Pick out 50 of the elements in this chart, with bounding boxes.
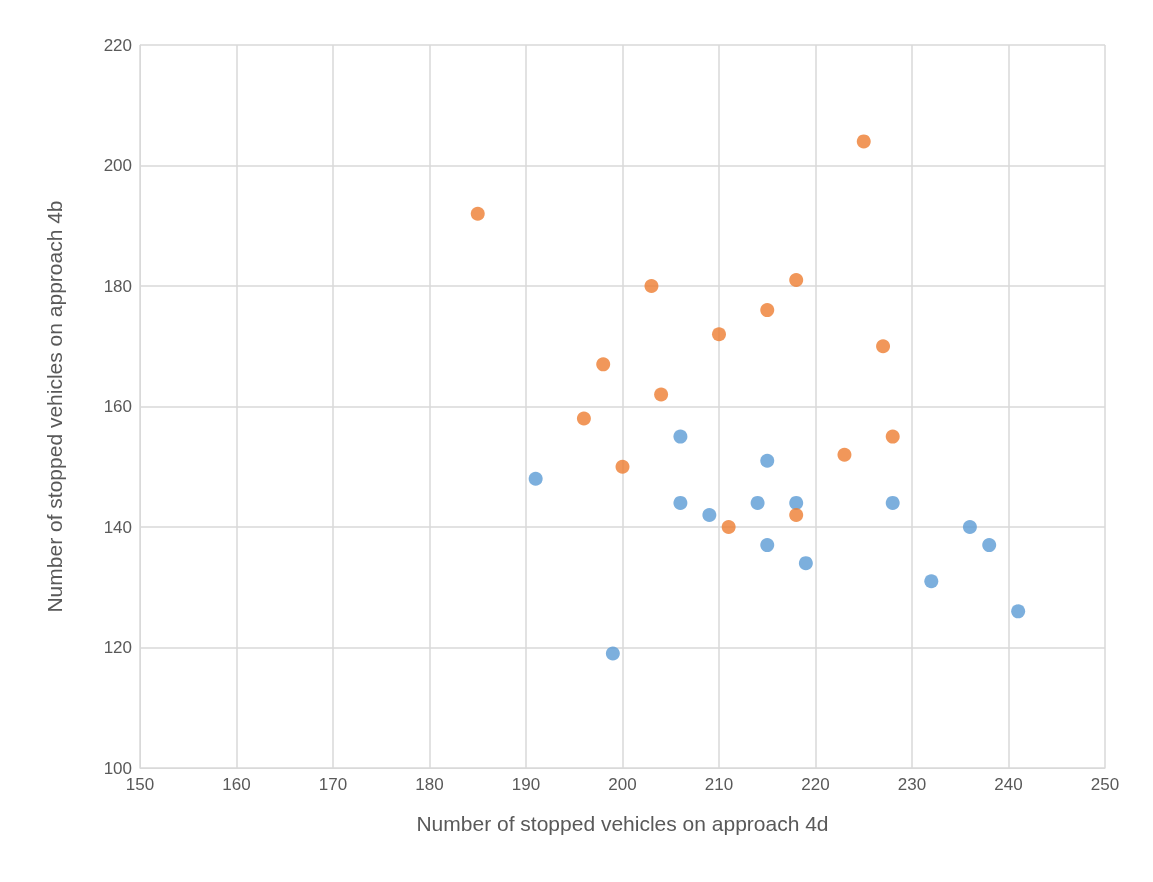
point	[789, 495, 804, 510]
point	[798, 556, 813, 571]
point	[760, 303, 775, 318]
point	[596, 357, 611, 372]
point	[470, 206, 485, 221]
point	[528, 471, 543, 486]
y-tick-label: 160	[103, 397, 132, 416]
y-tick-label: 180	[103, 276, 132, 296]
y-tick-label: 220	[103, 35, 132, 55]
x-tick-label: 230	[897, 775, 927, 794]
point	[760, 453, 775, 468]
point	[615, 459, 630, 474]
point	[924, 574, 939, 589]
x-tick-label: 250	[1090, 775, 1120, 794]
x-tick-label: 170	[318, 775, 348, 794]
point	[750, 495, 765, 510]
point	[644, 279, 659, 293]
x-tick-label: 200	[608, 775, 637, 794]
x-tick-label: 240	[994, 775, 1023, 794]
point	[654, 387, 669, 402]
x-tick-label: 160	[222, 775, 251, 794]
point	[1011, 604, 1026, 619]
x-tick-label: 210	[704, 775, 734, 794]
point	[712, 327, 726, 342]
point	[576, 411, 591, 426]
y-tick-label: 120	[103, 638, 132, 657]
point	[856, 134, 871, 149]
point	[837, 447, 852, 462]
point	[876, 339, 891, 354]
y-tick-label: 100	[103, 758, 132, 778]
point	[721, 520, 736, 534]
x-tick-label: 190	[511, 775, 541, 794]
point	[789, 272, 804, 287]
x-tick-label: 180	[415, 775, 444, 794]
x-tick-label: 150	[125, 775, 155, 794]
point	[885, 429, 900, 444]
point	[702, 507, 717, 522]
point	[962, 520, 977, 534]
point	[760, 538, 775, 553]
point	[789, 507, 804, 522]
x-tick-label: 220	[801, 775, 830, 794]
y-axis-title: Number of stopped vehicles on approach 4b	[43, 200, 66, 613]
point	[982, 538, 997, 553]
point	[885, 495, 900, 510]
point	[673, 429, 688, 444]
point	[605, 646, 620, 661]
point	[673, 495, 688, 510]
y-tick-label: 200	[103, 156, 132, 175]
x-axis-title: Number of stopped vehicles on approach 4d	[416, 812, 829, 835]
y-tick-label: 140	[103, 517, 132, 537]
